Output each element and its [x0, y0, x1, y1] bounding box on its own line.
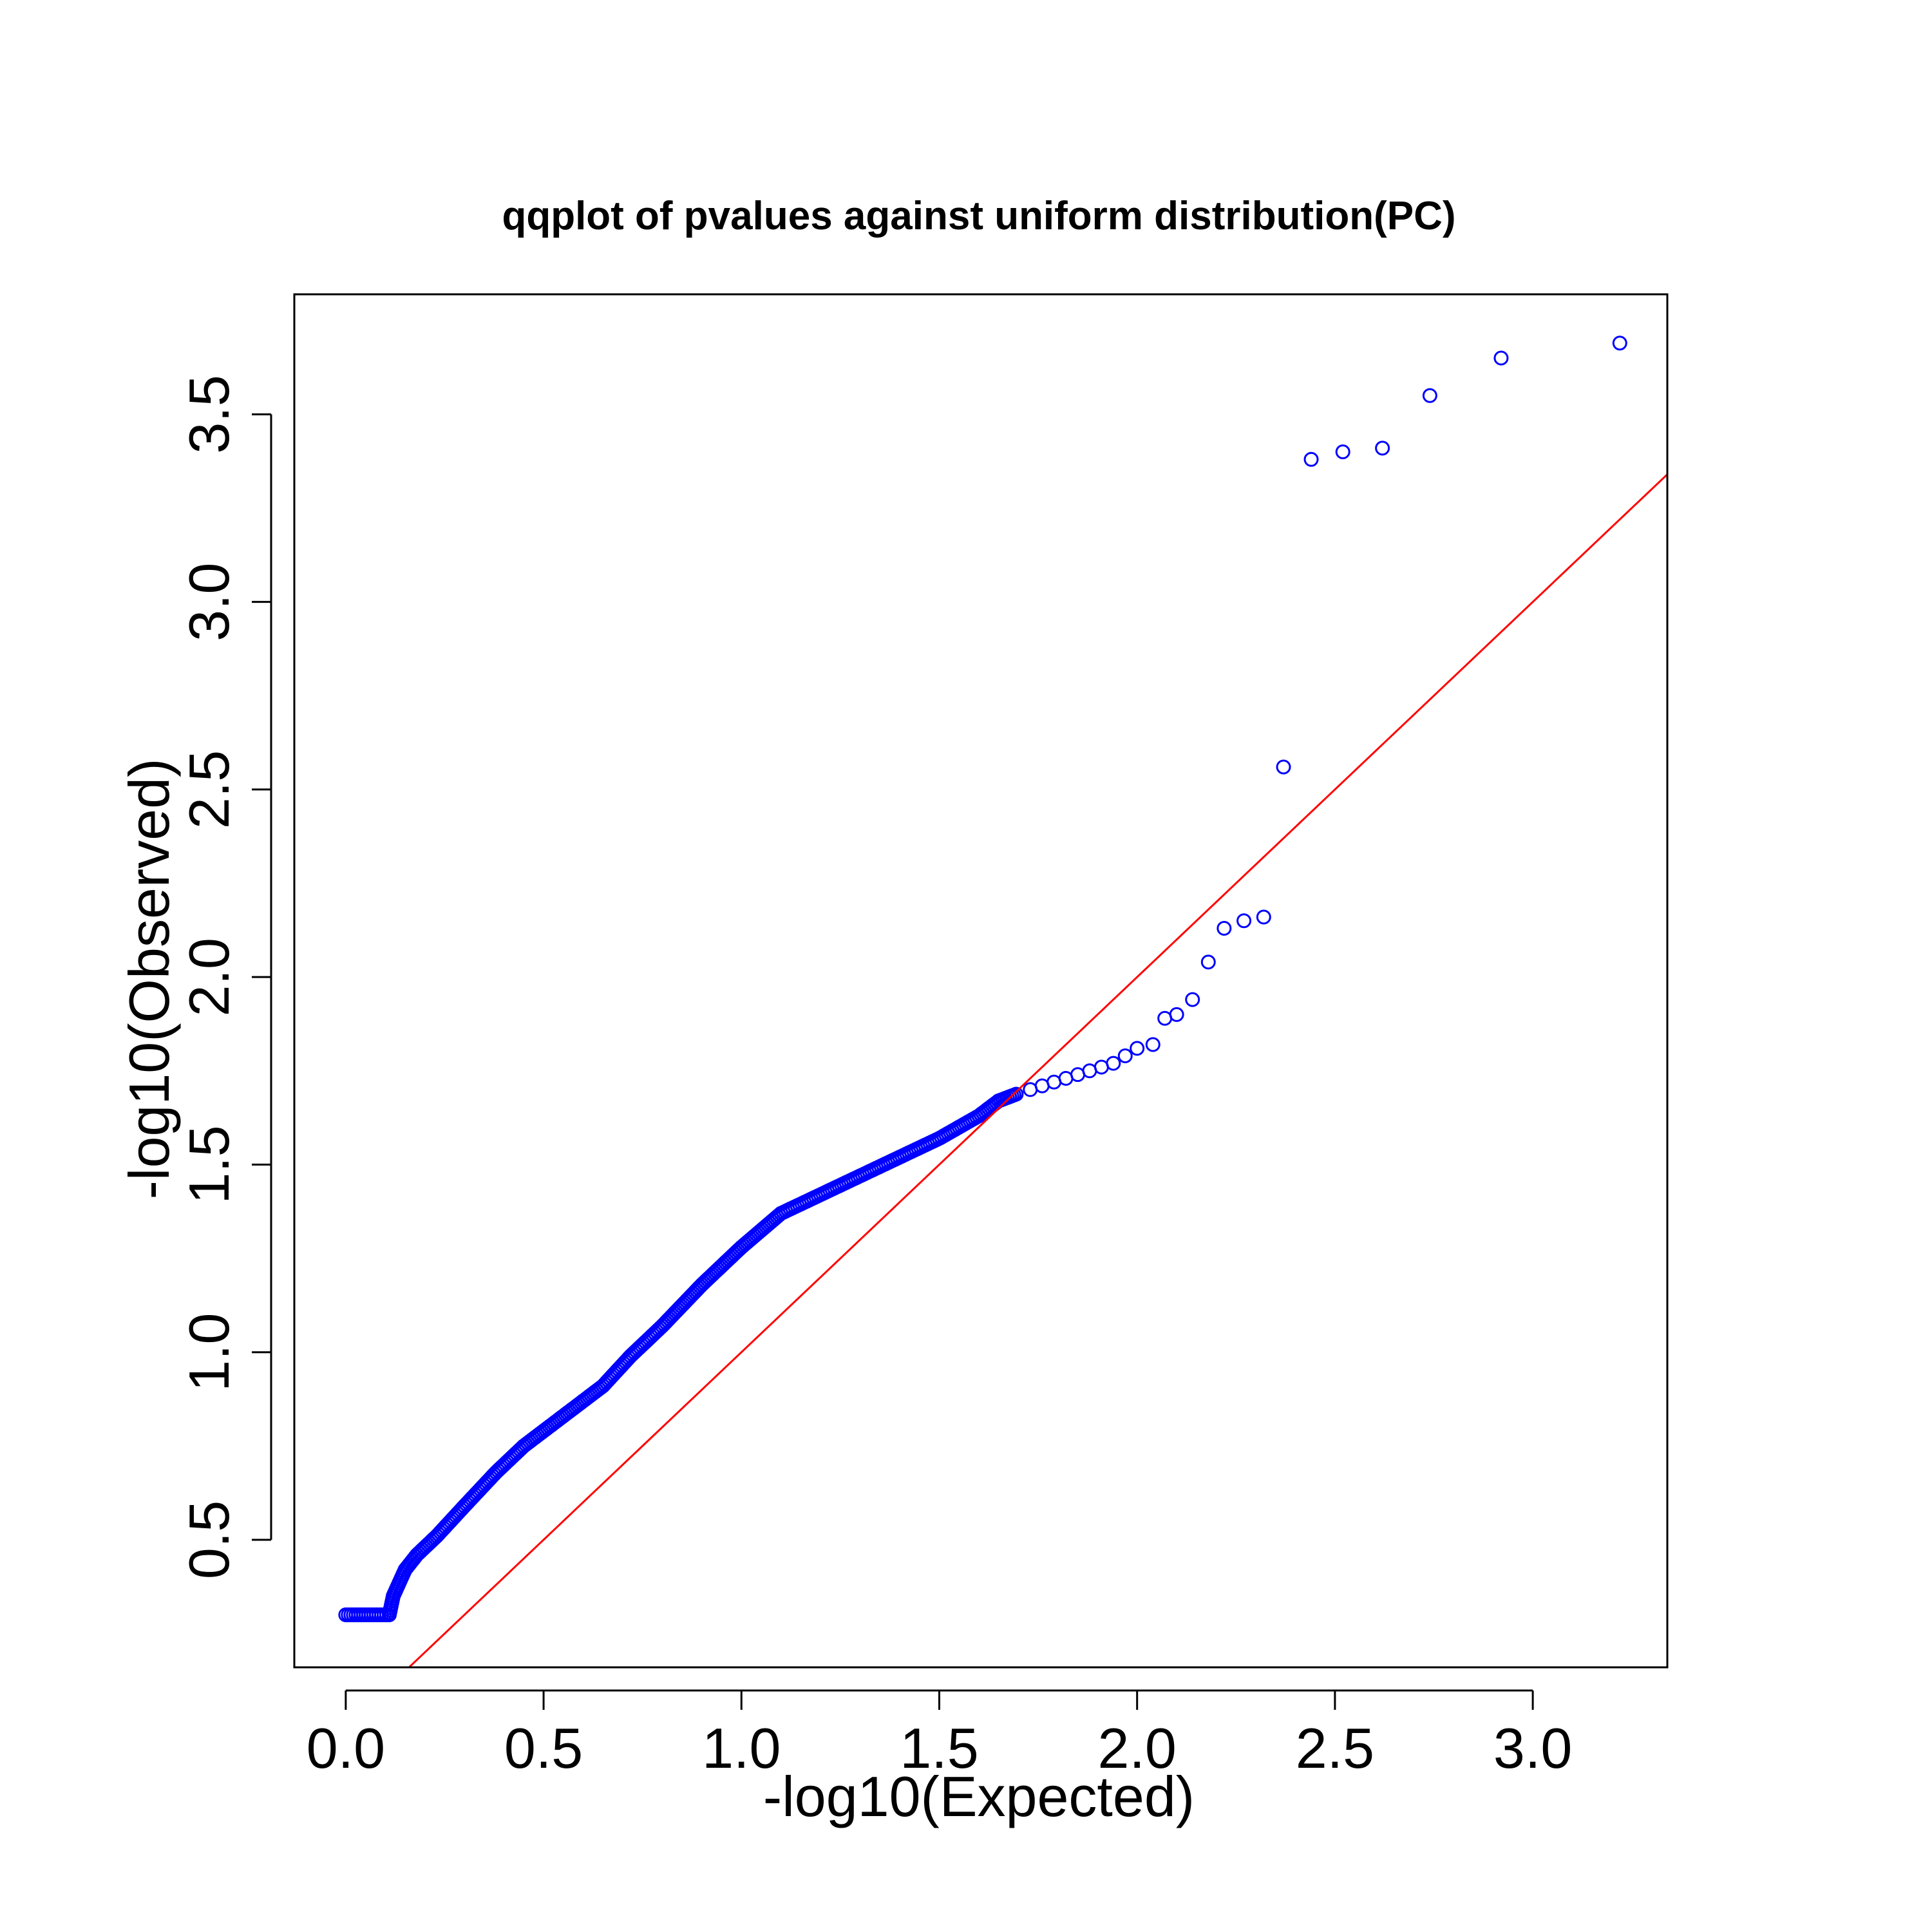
x-tick-label: 2.5 — [1296, 1716, 1374, 1780]
data-point — [1612, 336, 1627, 351]
data-point — [1185, 992, 1200, 1007]
data-point — [1145, 1037, 1160, 1052]
x-tick-label: 0.0 — [307, 1716, 385, 1780]
data-point — [1117, 1048, 1133, 1064]
y-tick-label: 2.5 — [177, 750, 241, 829]
y-axis: 0.5 1.0 1.5 2.0 2.5 3.0 3.5 — [177, 375, 272, 1579]
data-point — [1106, 1056, 1121, 1071]
y-tick-label: 3.0 — [177, 562, 241, 641]
data-point — [1217, 920, 1232, 936]
data-point — [1236, 913, 1252, 929]
x-tick-label: 3.0 — [1493, 1716, 1572, 1780]
y-tick-label: 0.5 — [177, 1501, 241, 1579]
y-tick-label: 1.5 — [177, 1125, 241, 1204]
y-tick-label: 2.0 — [177, 938, 241, 1016]
x-tick-label: 1.0 — [702, 1716, 781, 1780]
x-tick-label: 0.5 — [504, 1716, 583, 1780]
x-axis: 0.0 0.5 1.0 1.5 2.0 2.5 3.0 — [307, 1689, 1572, 1780]
data-point — [1256, 909, 1271, 925]
plot-frame — [293, 293, 1669, 1669]
data-point — [1493, 350, 1509, 366]
data-point — [1009, 1086, 1024, 1102]
data-point — [1303, 451, 1319, 467]
x-tick-label: 2.0 — [1098, 1716, 1177, 1780]
y-axis-label: -log10(Observed) — [117, 759, 181, 1200]
data-point — [1335, 444, 1350, 460]
y-tick-label: 3.5 — [177, 375, 241, 453]
x-axis-label: -log10(Expected) — [763, 1765, 1195, 1828]
plot-area — [338, 336, 1667, 1667]
data-point — [1200, 954, 1216, 970]
data-points — [338, 336, 1627, 1622]
x-tick-label: 1.5 — [900, 1716, 978, 1780]
data-point — [1169, 1007, 1184, 1022]
data-point — [1276, 759, 1291, 775]
chart-title: qqplot of pvalues against uniform distri… — [502, 194, 1455, 238]
data-point — [1130, 1041, 1145, 1056]
data-point — [1422, 388, 1437, 403]
data-point — [1375, 440, 1390, 456]
reference-line — [407, 473, 1667, 1667]
y-tick-label: 1.0 — [177, 1313, 241, 1392]
